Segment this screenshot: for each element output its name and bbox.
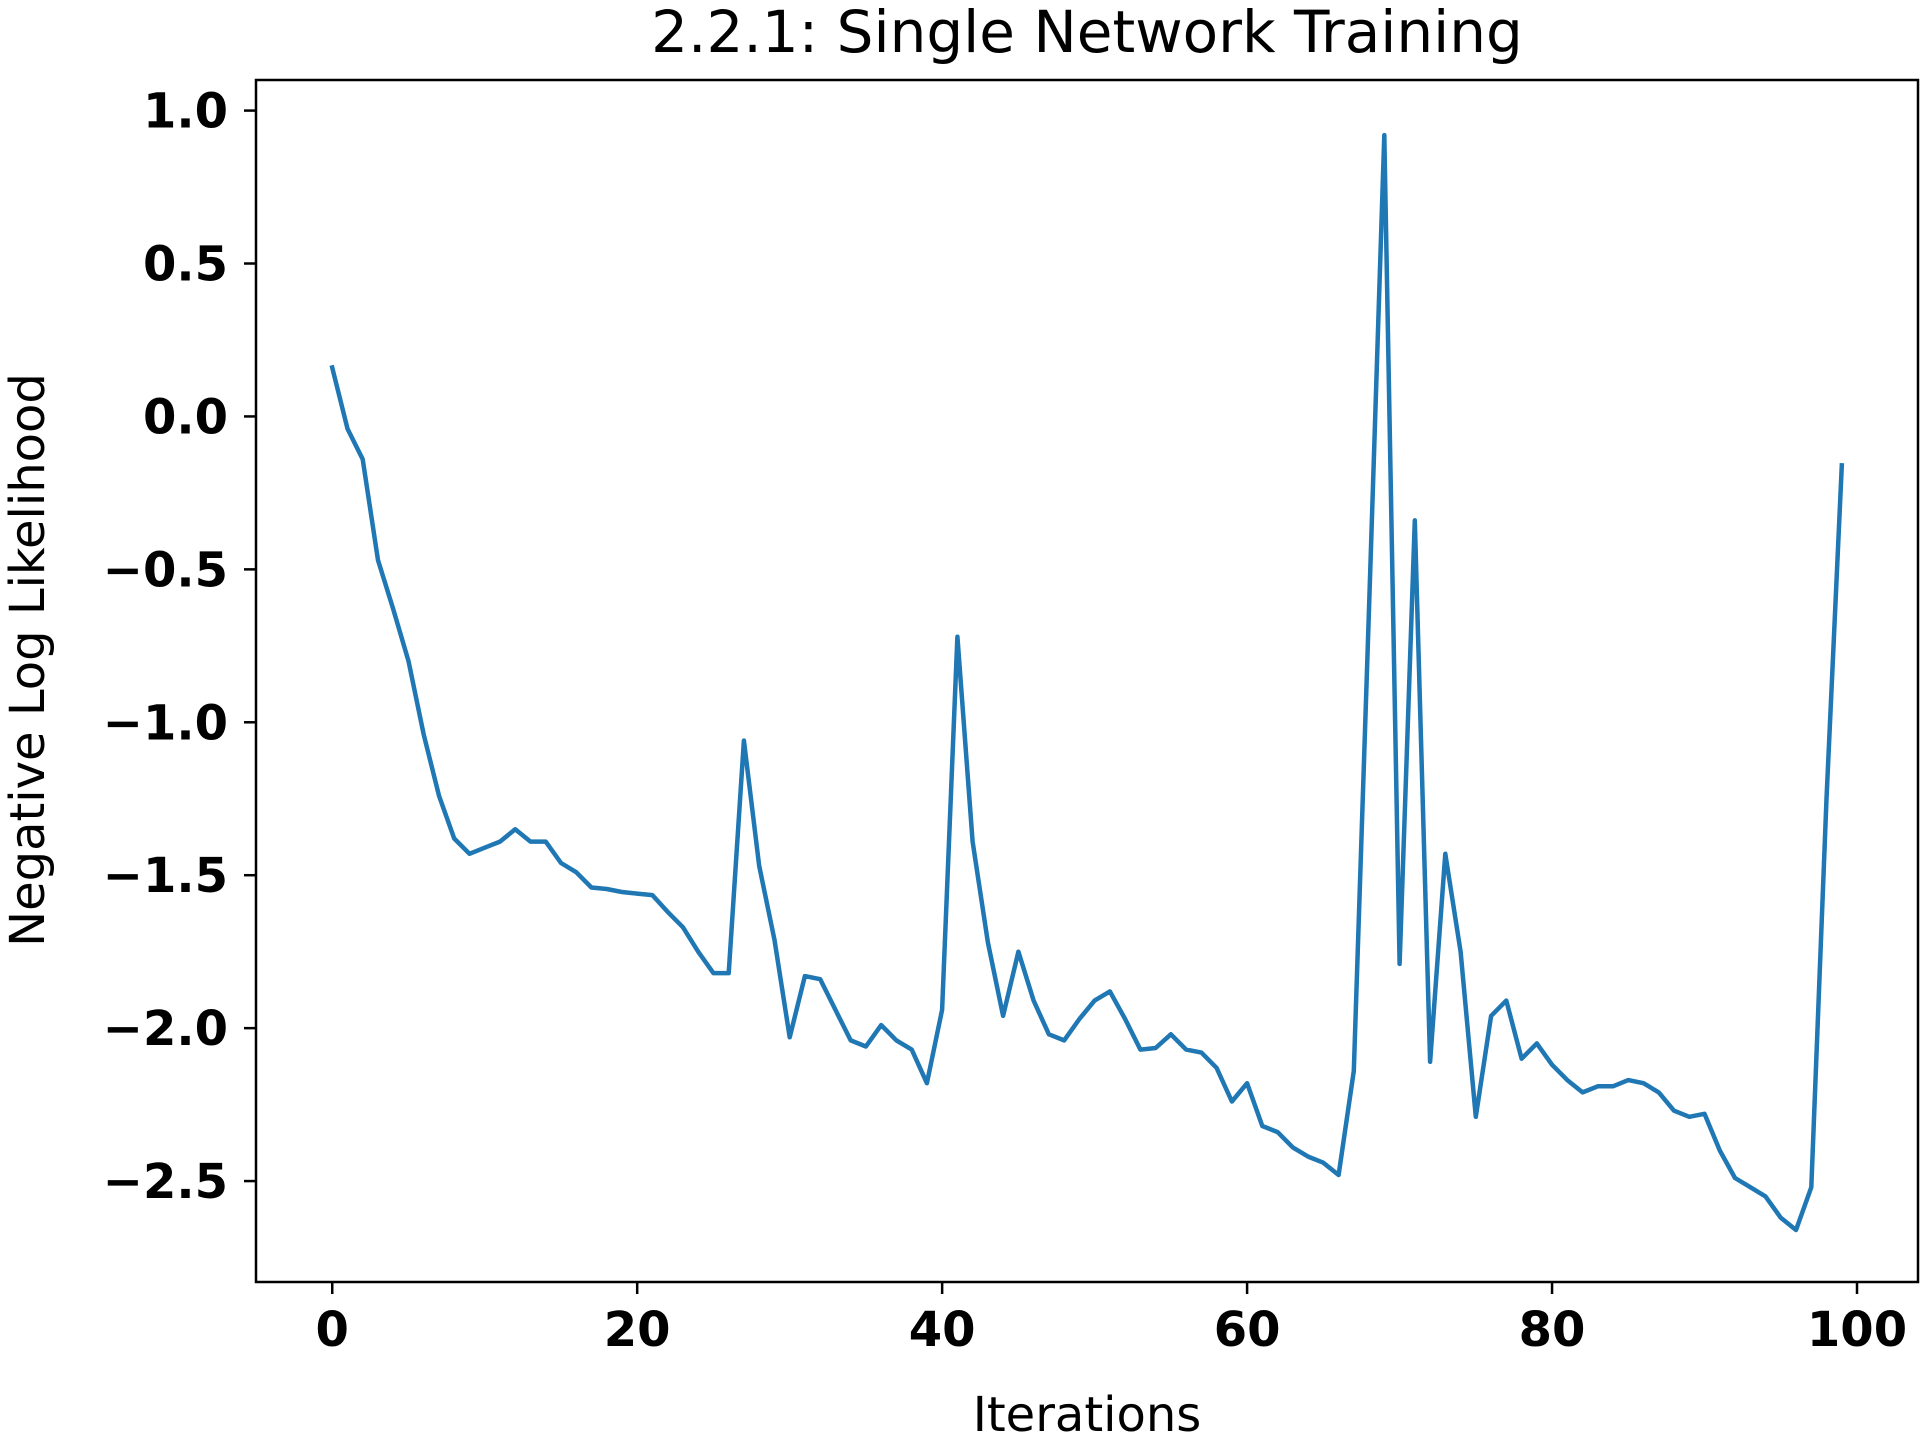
y-tick-label: −0.5	[103, 542, 228, 598]
y-tick-label: −2.5	[103, 1154, 228, 1210]
chart-title: 2.2.1: Single Network Training	[651, 0, 1523, 66]
y-tick-label: 0.0	[143, 389, 228, 445]
axes-frame	[254, 78, 1920, 1284]
y-tick-label: −2.0	[103, 1001, 228, 1057]
x-tick-label: 40	[909, 1302, 976, 1358]
y-tick-label: −1.5	[103, 848, 228, 904]
x-tick-label: 80	[1519, 1302, 1586, 1358]
x-tick-label: 20	[604, 1302, 671, 1358]
x-tick-label: 60	[1214, 1302, 1281, 1358]
y-axis-title: Negative Log Likelihood	[0, 373, 56, 947]
y-tick-label: 1.0	[143, 84, 228, 140]
x-axis-title: Iterations	[973, 1387, 1202, 1440]
x-tick-label: 100	[1807, 1302, 1907, 1358]
series-line-0	[329, 132, 1845, 1233]
plot-area: 0 20 40 60 80 100 1.0 0.5 0.0 −0.5 −1.0 −1.5 −2.0 −2.…	[103, 78, 1920, 1358]
y-tick-label: −1.0	[103, 695, 228, 751]
y-tick-label: 0.5	[143, 237, 228, 293]
x-tick-label: 0	[316, 1302, 349, 1358]
